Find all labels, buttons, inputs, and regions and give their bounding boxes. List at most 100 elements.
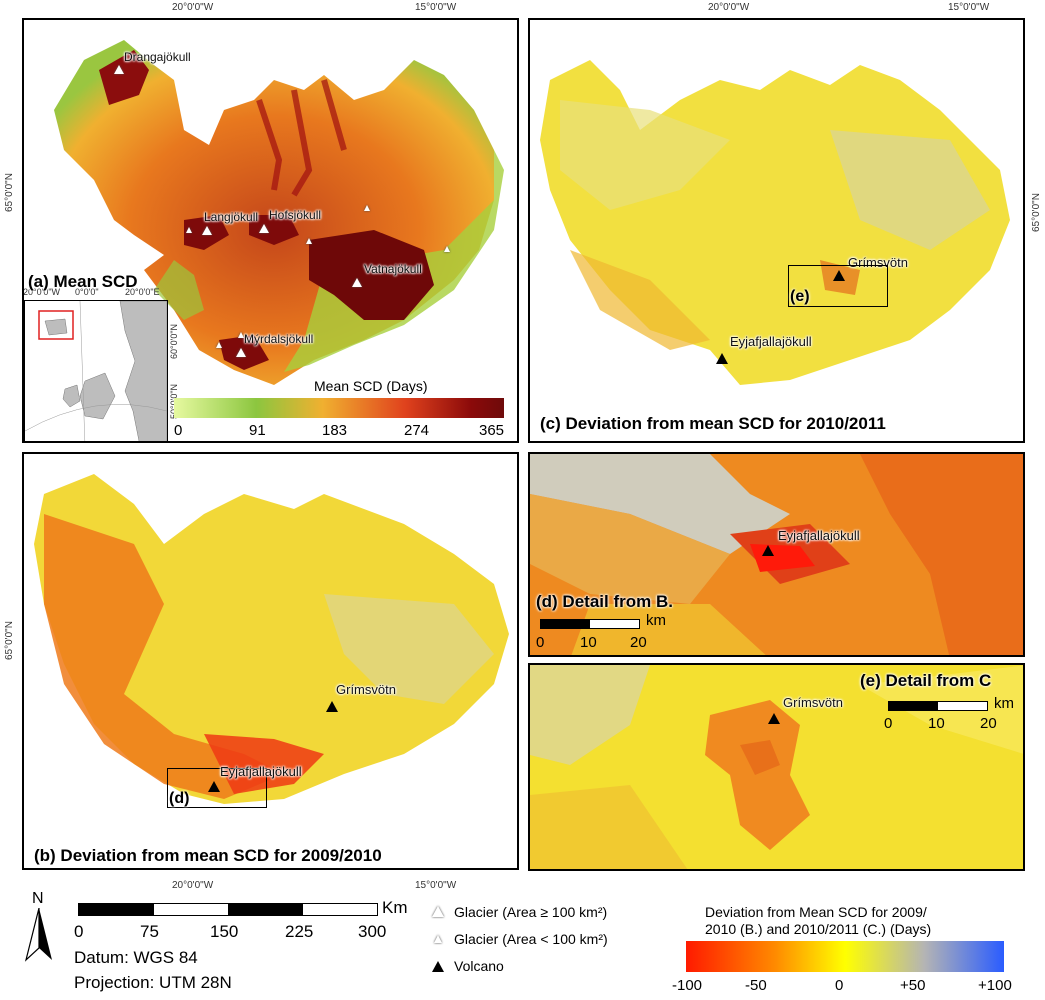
mean-scd-colorbar — [174, 398, 504, 418]
glacier-label-hofsjokull: Hofsjökull — [269, 208, 322, 222]
mean-scd-legend-title: Mean SCD (Days) — [314, 378, 428, 394]
glacier-small-icon — [238, 332, 244, 338]
volcano-label-grimsvotn-b: Grímsvötn — [336, 682, 396, 697]
glacier-large-icon — [432, 906, 444, 917]
deviation-colorbar — [686, 941, 1004, 972]
inset-locator-map: 20°0'0"W 0°0'0" 20°0'0"E 50°0'0"N 60°0'0… — [24, 287, 179, 441]
detail-e-scalebar — [888, 701, 988, 711]
deviation-tick: -100 — [672, 977, 703, 994]
legend-glacier-large-label: Glacier (Area ≥ 100 km²) — [454, 904, 608, 920]
panel-c-title: (c) Deviation from mean SCD for 2010/201… — [540, 414, 886, 433]
datum-label: Datum: WGS 84 — [74, 948, 198, 967]
north-arrow: N — [24, 890, 54, 962]
panel-a-mean-scd: 20°0'0"W 0°0'0" 20°0'0"E 50°0'0"N 60°0'0… — [22, 18, 519, 443]
detail-d-scale-tick: 0 — [536, 634, 545, 651]
detail-e-scale-tick: 0 — [884, 715, 893, 732]
volcano-label-eyjafjallajokull-b: Eyjafjallajökull — [220, 764, 302, 779]
panel-d-detail-from-b: Eyjafjallajökull (d) Detail from B. km 0… — [528, 452, 1025, 657]
main-scale-unit: Km — [382, 898, 408, 917]
lon-label-bottom-right: 15°0'0"W — [415, 880, 457, 891]
mean-scd-tick: 274 — [404, 422, 430, 439]
detail-box-d — [167, 768, 267, 808]
volcano-label-eyjafjallajokull-d: Eyjafjallajökull — [778, 528, 860, 543]
glacier-small-icon — [216, 342, 222, 348]
glacier-small-icon — [444, 246, 450, 252]
glacier-large-icon — [114, 65, 124, 74]
deviation-tick: 0 — [835, 977, 844, 994]
volcano-label-eyjafjallajokull-c: Eyjafjallajökull — [730, 334, 812, 349]
deviation-legend-title-line1: Deviation from Mean SCD for 2009/ — [705, 904, 927, 920]
glacier-label-myrdalsjokull: Mýrdalsjökull — [244, 332, 314, 346]
lon-label-top-left-c: 20°0'0"W — [708, 2, 750, 13]
projection-label: Projection: UTM 28N — [74, 973, 232, 992]
glacier-small-icon — [434, 935, 442, 943]
europe-locator-svg — [24, 300, 168, 441]
lon-label-bottom-left: 20°0'0"W — [172, 880, 214, 891]
detail-d-scalebar — [540, 619, 640, 629]
volcano-icon — [716, 353, 728, 364]
detail-d-scale-unit: km — [646, 612, 666, 629]
panel-a-title: (a) Mean SCD — [28, 272, 138, 291]
volcano-icon — [432, 961, 444, 972]
main-scale-tick: 300 — [358, 922, 387, 941]
deviation-tick: +100 — [978, 977, 1012, 994]
iceland-deviation-map-c — [540, 60, 1010, 385]
glacier-large-icon — [236, 348, 246, 357]
detail-box-e — [788, 265, 888, 307]
panel-e-title: (e) Detail from C — [860, 671, 992, 690]
deviation-tick: -50 — [745, 977, 767, 994]
lon-label-top-right: 15°0'0"W — [415, 2, 457, 13]
main-scale-tick: 150 — [210, 922, 239, 941]
glacier-label-langjokull: Langjökull — [204, 210, 259, 224]
glacier-large-icon — [352, 278, 362, 287]
detail-e-scale-unit: km — [994, 695, 1014, 712]
main-scale-tick: 75 — [140, 922, 159, 941]
inset-lat-label-2: 60°0'0"N — [169, 323, 179, 359]
legend-volcano-label: Volcano — [454, 958, 504, 974]
volcano-label-grimsvotn-c: Grímsvötn — [848, 255, 908, 270]
inset-lon-label-1: 20°0'0"W — [23, 287, 61, 297]
mean-scd-tick: 365 — [479, 422, 505, 439]
lon-label-top-left: 20°0'0"W — [172, 2, 214, 13]
main-scalebar — [78, 903, 378, 916]
north-arrow-label: N — [32, 890, 44, 907]
lon-label-top-right-c: 15°0'0"W — [948, 2, 990, 13]
main-scale-tick: 0 — [74, 922, 84, 941]
main-scale-tick: 225 — [285, 922, 314, 941]
glacier-small-icon — [364, 205, 370, 211]
glacier-label-vatnajokull: Vatnajökull — [364, 262, 422, 276]
glacier-large-icon — [259, 224, 269, 233]
mean-scd-tick: 91 — [249, 422, 266, 439]
glacier-small-icon — [186, 227, 192, 233]
volcano-icon — [208, 781, 220, 792]
volcano-icon — [833, 270, 845, 281]
detail-box-d-label: (d) — [169, 790, 190, 807]
detail-map-e — [530, 665, 1023, 869]
deviation-legend-title-line2: 2010 (B.) and 2010/2011 (C.) (Days) — [705, 921, 932, 937]
detail-box-e-label: (e) — [790, 288, 810, 305]
detail-d-scale-tick: 20 — [630, 634, 647, 651]
lat-label-right-c: 65°0'0"N — [1031, 193, 1042, 232]
detail-e-scale-tick: 10 — [928, 715, 945, 732]
panel-e-detail-from-c: Grímsvötn (e) Detail from C km 0 10 20 — [528, 663, 1025, 871]
glacier-label-drangajokull: Drangajökull — [124, 50, 191, 64]
legend-glacier-small-label: Glacier (Area < 100 km²) — [454, 931, 608, 947]
glacier-large-icon — [202, 226, 212, 235]
lat-label-left-a: 65°0'0"N — [4, 173, 15, 212]
north-arrow-icon — [24, 908, 52, 962]
volcano-label-grimsvotn-e: Grímsvötn — [783, 695, 843, 710]
inset-lon-label-2: 0°0'0" — [75, 287, 99, 297]
detail-d-scale-tick: 10 — [580, 634, 597, 651]
panel-d-title: (d) Detail from B. — [536, 592, 673, 611]
volcano-icon — [326, 701, 338, 712]
detail-e-scale-tick: 20 — [980, 715, 997, 732]
inset-highlight-box — [38, 310, 74, 340]
panel-c-deviation-2010-2011: Grímsvötn (e) Eyjafjallajökull (c) Devia… — [528, 18, 1025, 443]
volcano-icon — [762, 545, 774, 556]
inset-lon-label-3: 20°0'0"E — [125, 287, 160, 297]
mean-scd-tick: 0 — [174, 422, 183, 439]
lat-label-left-b: 65°0'0"N — [4, 621, 15, 660]
mean-scd-tick: 183 — [322, 422, 348, 439]
panel-b-title: (b) Deviation from mean SCD for 2009/201… — [34, 846, 382, 865]
glacier-small-icon — [306, 238, 312, 244]
